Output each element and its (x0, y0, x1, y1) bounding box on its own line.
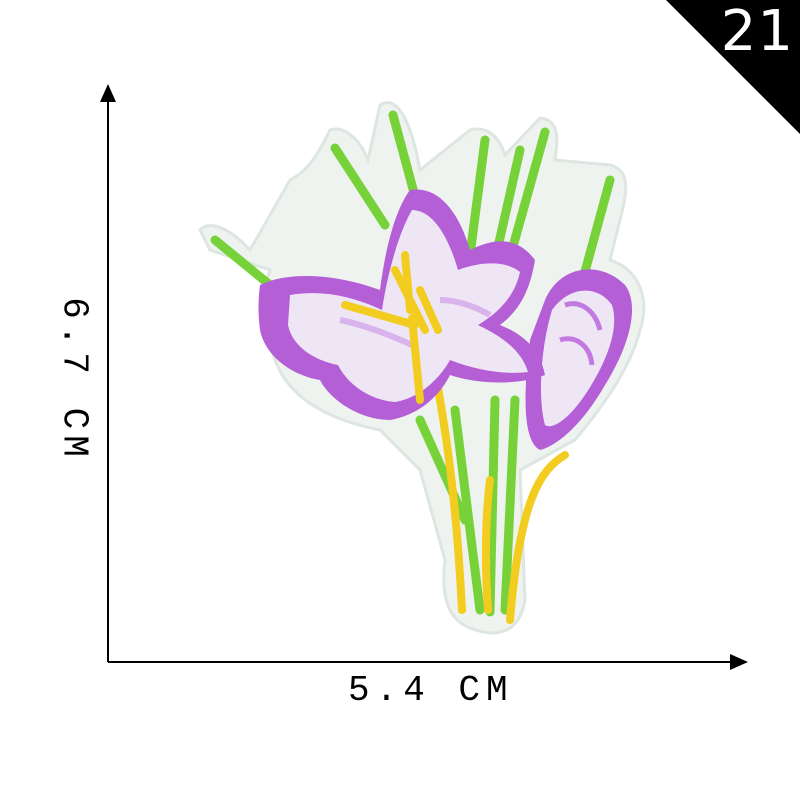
corner-badge (666, 0, 800, 134)
item-number: 21 (720, 0, 794, 64)
leaves (210, 110, 615, 617)
small-crocus-flower (525, 269, 633, 450)
stamens (341, 251, 442, 404)
large-crocus-flower (258, 189, 545, 420)
height-measurement-label: 6.7 CM (53, 297, 95, 463)
width-measurement-label: 5.4 CM (348, 670, 514, 711)
